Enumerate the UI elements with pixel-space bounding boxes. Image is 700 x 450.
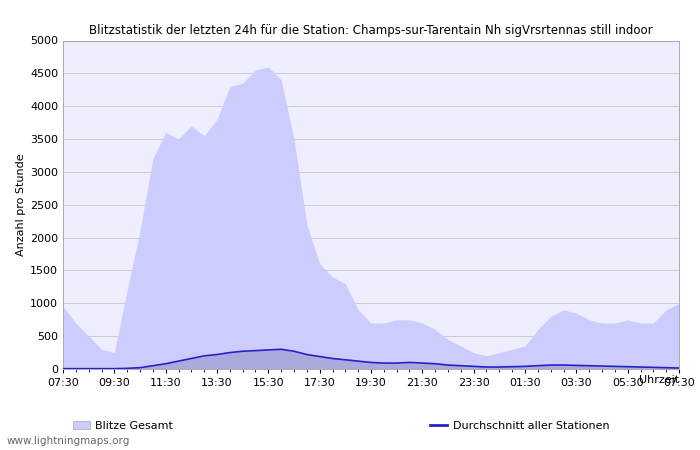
Text: www.lightningmaps.org: www.lightningmaps.org [7,436,130,446]
Text: Uhrzeit: Uhrzeit [639,375,679,385]
Title: Blitzstatistik der letzten 24h für die Station: Champs-sur-Tarentain Nh sigVrsrt: Blitzstatistik der letzten 24h für die S… [89,23,653,36]
Y-axis label: Anzahl pro Stunde: Anzahl pro Stunde [16,153,26,256]
